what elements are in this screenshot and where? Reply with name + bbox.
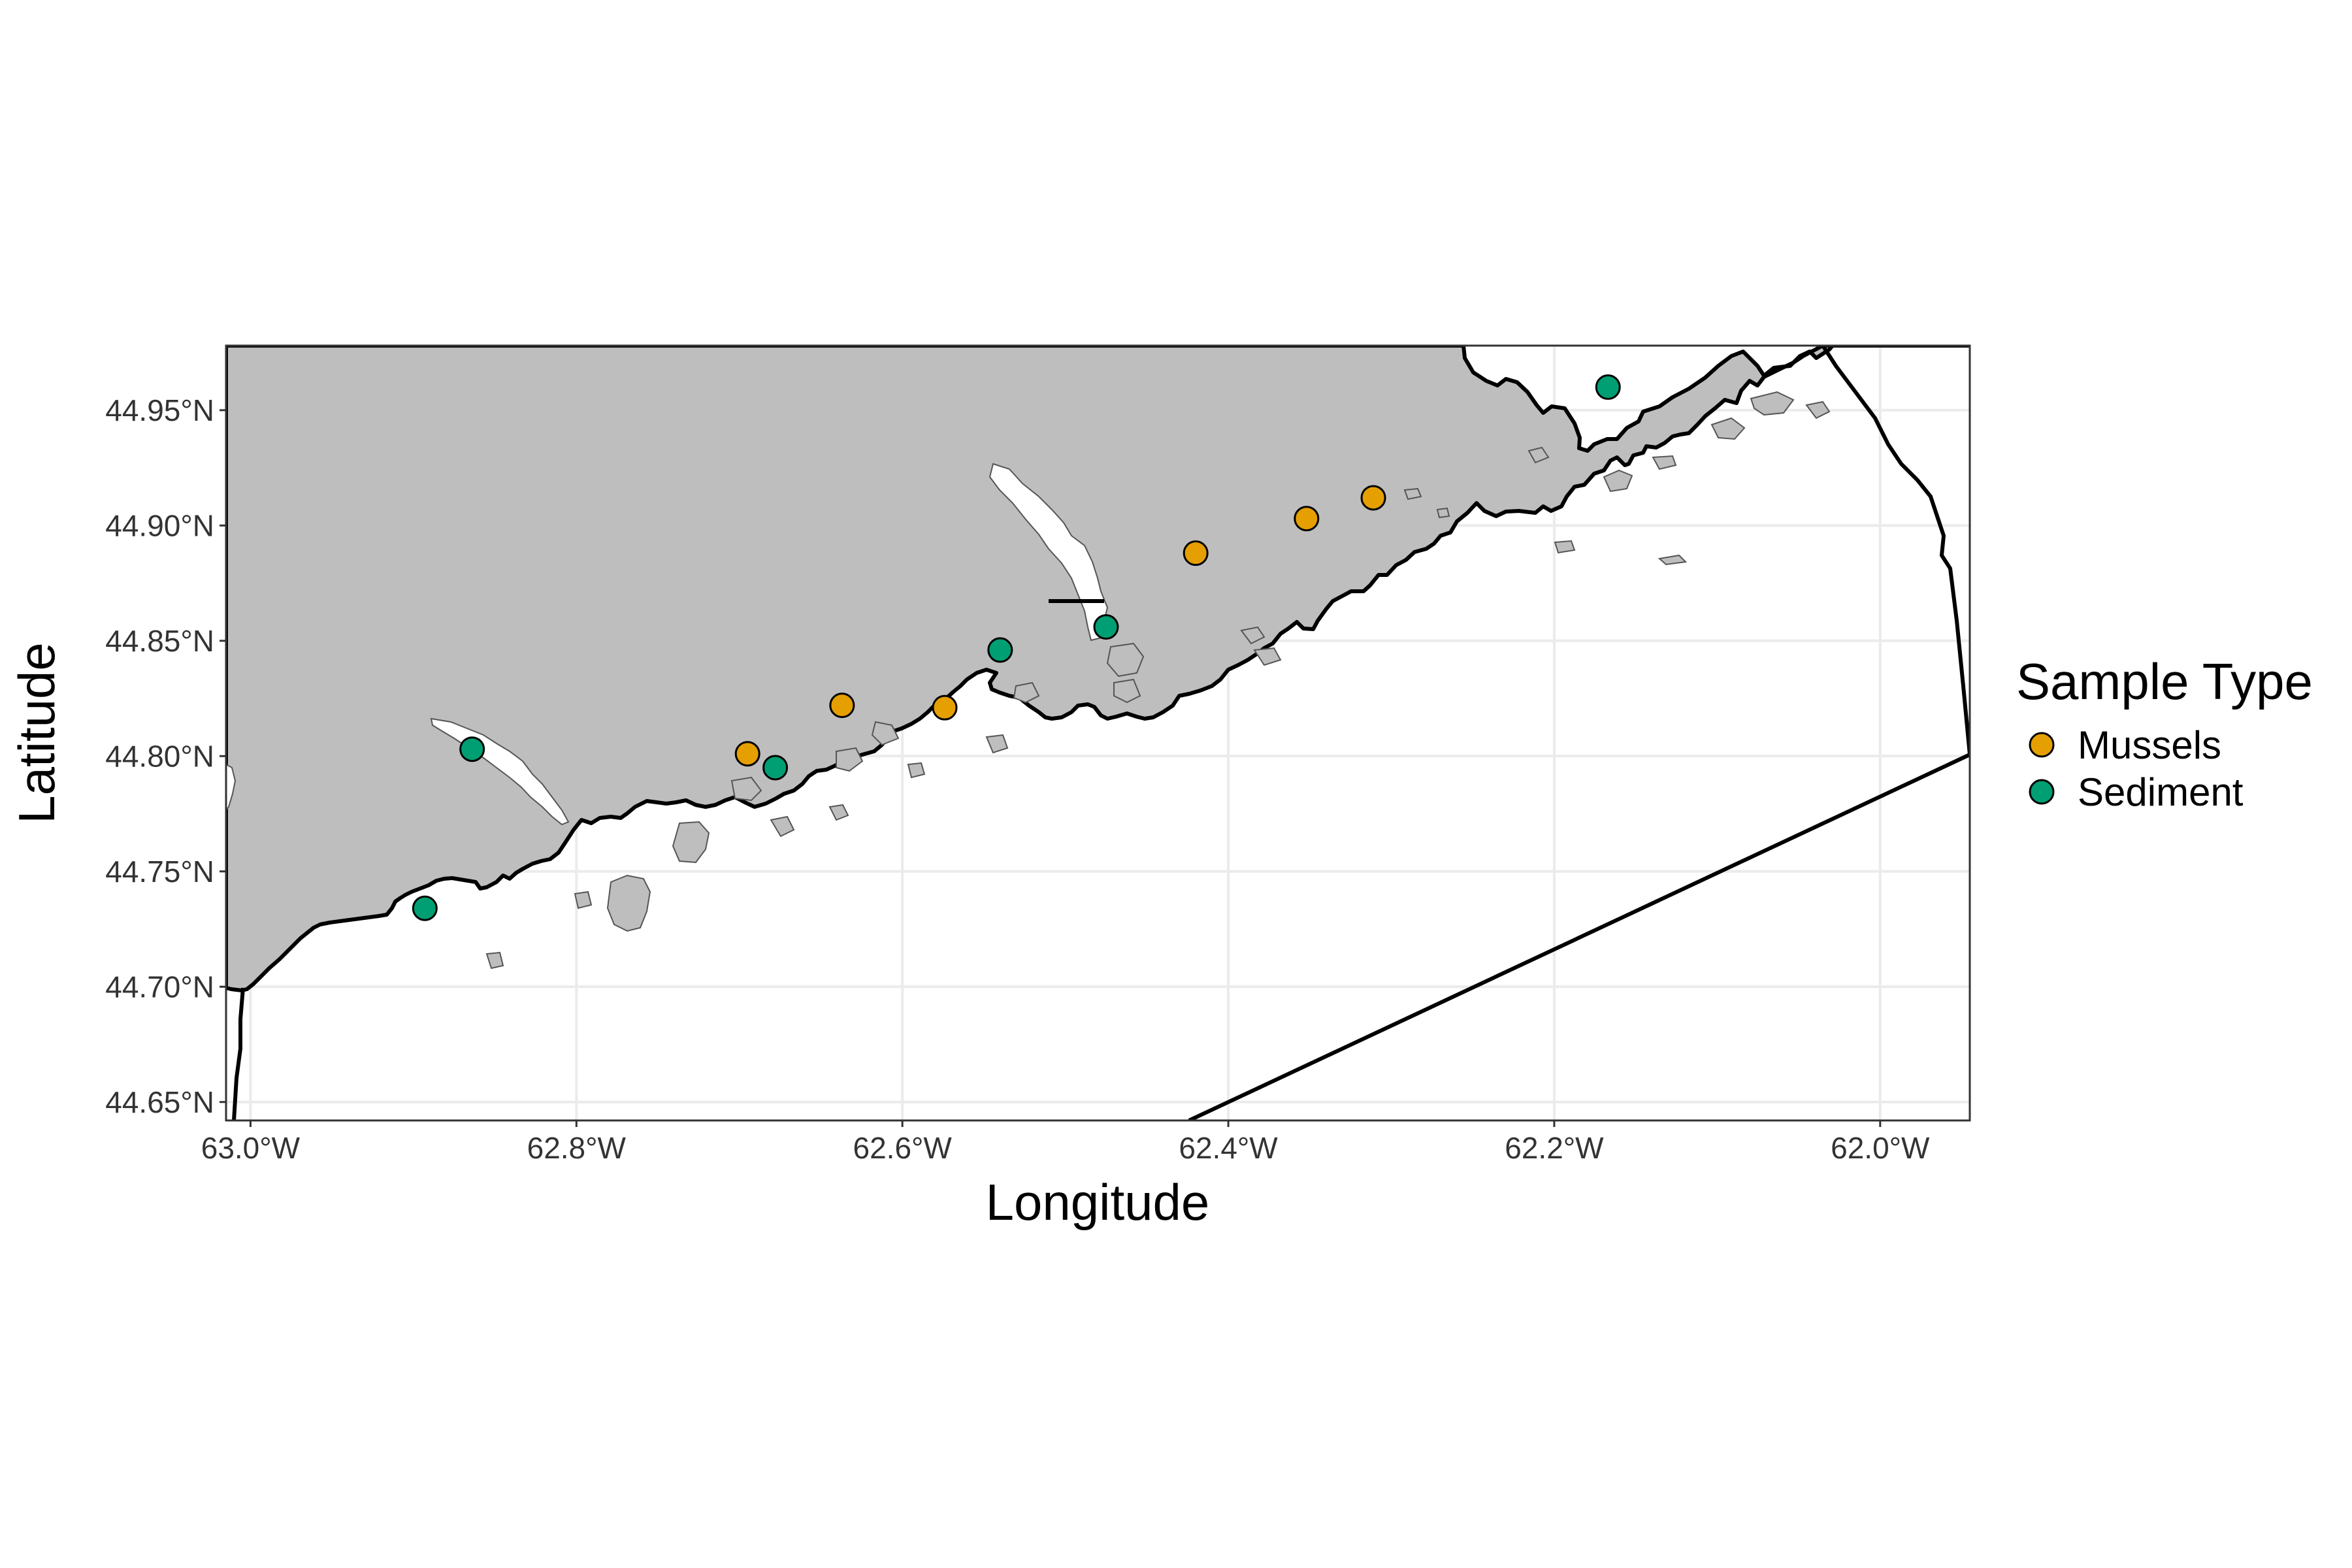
sediment-sample-point xyxy=(1595,374,1621,400)
x-tick-label: 62.0°W xyxy=(1831,1131,1930,1165)
mussels-sample-point xyxy=(734,741,760,767)
panel-border xyxy=(225,344,1971,1122)
mussels-sample-point xyxy=(1183,540,1209,566)
mussels-sample-point xyxy=(829,693,855,719)
sample-points xyxy=(412,374,1621,921)
mainland xyxy=(226,346,1970,992)
y-tick-label: 44.70°N xyxy=(105,970,214,1004)
west-boundary xyxy=(232,987,245,1120)
legend-key-sediment xyxy=(2029,779,2055,805)
x-tick-label: 62.8°W xyxy=(527,1131,627,1165)
y-tick-label: 44.75°N xyxy=(105,855,214,889)
x-tick-label: 62.6°W xyxy=(853,1131,953,1165)
sediment-sample-point xyxy=(412,895,438,921)
legend-title: Sample Type xyxy=(2016,653,2313,710)
y-axis-title: Latitude xyxy=(8,642,65,824)
x-tick-labels: 63.0°W 62.8°W 62.6°W 62.4°W 62.2°W 62.0°W xyxy=(201,1120,1930,1165)
mussels-sample-point xyxy=(932,694,958,721)
y-tick-label: 44.95°N xyxy=(105,393,214,427)
legend-label-mussels: Mussels xyxy=(2078,723,2221,767)
x-tick-label: 62.2°W xyxy=(1505,1131,1604,1165)
offshore-boundary xyxy=(1188,753,1970,1120)
legend-label-sediment: Sediment xyxy=(2078,770,2244,814)
inlet-southwest xyxy=(226,763,237,811)
y-tick-label: 44.65°N xyxy=(105,1085,214,1119)
mussels-sample-point xyxy=(1360,485,1386,511)
map-layers xyxy=(226,346,1970,1120)
y-tick-label: 44.90°N xyxy=(105,508,214,542)
sediment-sample-point xyxy=(762,755,789,781)
region-boundary xyxy=(1821,346,1970,755)
y-tick-labels: 44.65°N 44.70°N 44.75°N 44.80°N 44.85°N 44.90… xyxy=(105,393,226,1119)
sediment-sample-point xyxy=(1093,614,1119,640)
islands xyxy=(485,391,1831,970)
sediment-sample-point xyxy=(987,637,1013,663)
x-axis-title: Longitude xyxy=(986,1173,1210,1231)
mussels-sample-point xyxy=(1294,506,1320,532)
legend-key-mussels xyxy=(2029,732,2055,758)
y-tick-label: 44.80°N xyxy=(105,739,214,773)
sediment-sample-point xyxy=(459,736,485,762)
x-tick-label: 62.4°W xyxy=(1179,1131,1278,1165)
x-tick-label: 63.0°W xyxy=(201,1131,301,1165)
y-tick-label: 44.85°N xyxy=(105,624,214,658)
